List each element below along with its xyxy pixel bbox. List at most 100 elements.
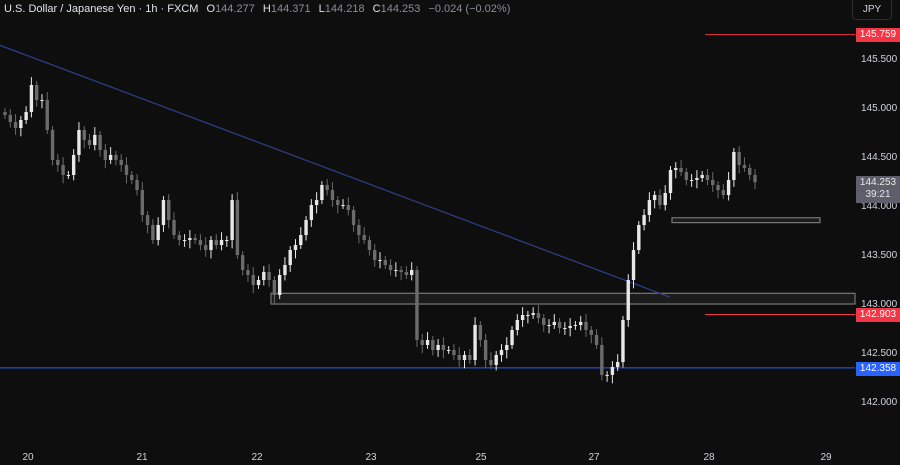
candle-body xyxy=(251,275,255,286)
currency-button[interactable]: JPY xyxy=(852,0,892,20)
candle-body xyxy=(753,174,757,183)
price-tick-label: 145.000 xyxy=(861,103,898,114)
candle-body xyxy=(272,280,277,296)
zone-rectangle xyxy=(270,292,856,305)
candle-body xyxy=(124,164,129,175)
candle-body xyxy=(299,235,303,246)
candle-body xyxy=(219,240,224,246)
candle-body xyxy=(167,200,171,221)
candle-body xyxy=(473,324,477,360)
support-blue-price-tag: 142.358 xyxy=(856,362,900,376)
candle-body xyxy=(336,200,340,206)
candle-body xyxy=(557,321,562,329)
candle-body xyxy=(594,334,599,345)
resistance-price-tag: 145.759 xyxy=(856,28,900,42)
candle-body xyxy=(262,271,266,281)
candle-body xyxy=(351,210,356,226)
candle-body xyxy=(3,112,7,115)
candle-body xyxy=(267,271,271,281)
candle-body xyxy=(98,134,102,150)
candle-body xyxy=(61,164,65,175)
candle-body xyxy=(700,174,704,178)
candle-body xyxy=(235,200,240,256)
candle-body xyxy=(631,250,636,281)
candle-body xyxy=(726,179,731,196)
candle-body xyxy=(742,164,747,168)
candle-body xyxy=(542,318,546,325)
candle-body xyxy=(711,179,715,186)
candle-body xyxy=(526,314,530,316)
candle-body xyxy=(552,321,556,325)
open-value: 144.277 xyxy=(215,3,255,15)
candle-body xyxy=(531,313,535,315)
current-price-tag: 144.253 39:21 xyxy=(856,176,900,203)
high-label: H xyxy=(262,3,271,15)
candle-body xyxy=(663,192,667,206)
candle-body xyxy=(320,185,324,201)
support-red-price-tag: 142.903 xyxy=(856,308,900,322)
open-label: O xyxy=(206,3,216,15)
candle-body xyxy=(388,265,393,271)
candle-body xyxy=(19,119,23,129)
candle-body xyxy=(209,240,213,251)
candle-body xyxy=(563,328,567,330)
candle-body xyxy=(304,220,308,236)
candle-body xyxy=(119,159,123,165)
time-tick-label: 27 xyxy=(588,452,600,463)
candle-body xyxy=(367,240,372,251)
candle-body xyxy=(732,152,736,180)
candle-body xyxy=(13,122,18,129)
candle-body xyxy=(573,324,578,326)
candle-body xyxy=(225,240,229,242)
time-tick-label: 29 xyxy=(820,452,832,463)
candle-body xyxy=(674,167,678,170)
candle-body xyxy=(536,313,541,319)
candle-body xyxy=(446,349,451,351)
candle-body xyxy=(362,235,366,241)
candle-body xyxy=(204,245,208,251)
time-tick-label: 22 xyxy=(251,452,263,463)
symbol-title: U.S. Dollar / Japanese Yen · 1h · FXCM xyxy=(4,3,199,15)
candle-body xyxy=(716,185,720,191)
price-tick-label: 143.500 xyxy=(861,250,898,261)
candle-body xyxy=(568,325,572,329)
candle-body xyxy=(283,265,287,276)
price-tick-label: 142.000 xyxy=(861,397,898,408)
price-tick-label: 145.500 xyxy=(861,54,898,65)
candle-body xyxy=(103,149,108,160)
candle-body xyxy=(547,324,551,326)
price-tick-label: 143.000 xyxy=(861,299,898,310)
time-tick-label: 23 xyxy=(365,452,377,463)
candle-body xyxy=(341,205,345,207)
candle-body xyxy=(652,195,657,201)
candle-body xyxy=(314,200,319,206)
candle-body xyxy=(172,220,176,236)
time-tick-label: 21 xyxy=(136,452,148,463)
time-tick-label: 20 xyxy=(22,452,34,463)
candle-body xyxy=(29,84,34,113)
candle-body xyxy=(499,349,504,355)
candle-body xyxy=(293,245,298,251)
candle-body xyxy=(330,190,335,201)
candle-body xyxy=(452,349,456,355)
candle-body xyxy=(494,354,498,365)
candle-body xyxy=(462,354,467,360)
candle-body xyxy=(510,329,514,345)
candle-body xyxy=(457,354,461,360)
candle-body xyxy=(415,270,419,340)
candle-body xyxy=(748,167,752,175)
candle-body xyxy=(404,271,409,276)
candle-body xyxy=(647,200,652,216)
candle-body xyxy=(589,329,593,335)
candle-body xyxy=(409,270,414,276)
candle-body xyxy=(637,225,641,251)
candle-body xyxy=(87,139,92,145)
candle-body xyxy=(188,237,192,241)
candle-body xyxy=(478,324,483,340)
candle-body xyxy=(214,240,218,246)
zone-rectangle xyxy=(671,217,821,224)
candle-body xyxy=(600,344,604,375)
time-tick-label: 25 xyxy=(475,452,487,463)
candle-body xyxy=(679,167,683,173)
